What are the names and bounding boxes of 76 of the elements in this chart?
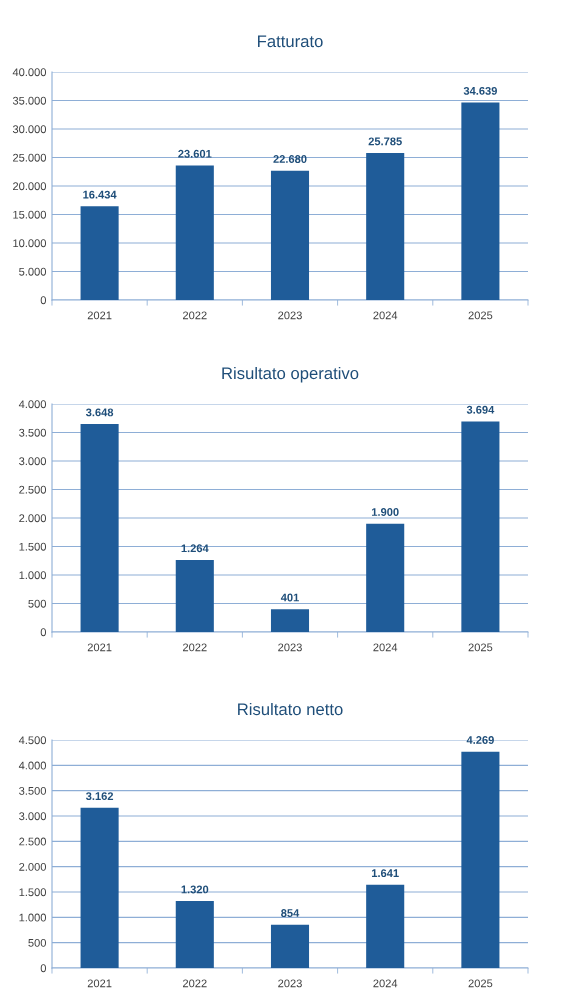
bar xyxy=(175,165,214,300)
y-tick-label: 15.000 xyxy=(13,210,47,219)
x-tick-label: 2025 xyxy=(468,643,493,652)
bar xyxy=(80,206,119,300)
y-tick-label: 20.000 xyxy=(13,182,47,191)
y-tick-label: 1.000 xyxy=(19,571,47,580)
x-tick-label: 2023 xyxy=(278,643,302,652)
x-tick-label: 2021 xyxy=(87,311,112,320)
x-tick-label: 2022 xyxy=(183,643,207,652)
x-tick-label: 2023 xyxy=(278,311,302,320)
data-label: 16.434 xyxy=(83,190,117,199)
data-label: 1.264 xyxy=(181,544,209,553)
data-label: 25.785 xyxy=(368,137,402,146)
bar xyxy=(270,170,310,300)
x-tick-label: 2024 xyxy=(373,311,398,320)
y-tick-label: 40.000 xyxy=(12,68,47,77)
bar xyxy=(175,559,214,632)
data-label: 34.639 xyxy=(463,86,497,95)
data-label: 401 xyxy=(280,593,299,602)
y-tick-label: 10.000 xyxy=(13,239,47,248)
y-tick-label: 0 xyxy=(40,296,47,305)
bar xyxy=(461,421,500,632)
y-tick-label: 2.500 xyxy=(19,485,47,494)
y-tick-label: 3.000 xyxy=(19,812,47,821)
bar xyxy=(175,901,214,968)
x-tick-label: 2023 xyxy=(278,979,302,988)
y-tick-label: 0 xyxy=(40,964,47,973)
x-tick-label: 2024 xyxy=(373,643,398,652)
bar xyxy=(461,102,500,300)
bar xyxy=(366,523,405,632)
bar xyxy=(80,424,119,632)
y-tick-label: 25.000 xyxy=(13,153,47,162)
y-tick-label: 1.000 xyxy=(19,913,47,922)
bar xyxy=(366,884,405,968)
y-tick-label: 2.000 xyxy=(19,862,47,871)
chart-title: Risultato operativo xyxy=(222,366,359,383)
x-tick-label: 2021 xyxy=(87,979,112,988)
x-tick-label: 2025 xyxy=(468,311,493,320)
data-label: 1.900 xyxy=(372,508,399,516)
x-tick-label: 2021 xyxy=(87,643,112,652)
bar xyxy=(270,609,310,632)
data-label: 3.648 xyxy=(85,408,114,417)
data-label: 1.320 xyxy=(181,885,209,894)
chart-title: Fatturato xyxy=(258,35,323,48)
y-tick-label: 500 xyxy=(28,599,47,608)
bar xyxy=(270,924,310,968)
data-label: 22.680 xyxy=(273,155,307,163)
bar xyxy=(80,807,119,968)
bar xyxy=(461,751,500,968)
y-tick-label: 2.500 xyxy=(19,837,47,846)
x-tick-label: 2022 xyxy=(183,979,207,988)
y-tick-label: 4.500 xyxy=(18,736,47,745)
y-tick-label: 4.000 xyxy=(18,400,47,409)
y-tick-label: 1.500 xyxy=(19,542,47,551)
x-tick-label: 2024 xyxy=(373,979,398,988)
y-tick-label: 3.000 xyxy=(19,457,47,466)
x-tick-label: 2025 xyxy=(468,979,493,988)
y-tick-label: 500 xyxy=(28,938,47,947)
y-tick-label: 0 xyxy=(40,628,47,637)
x-tick-label: 2022 xyxy=(183,311,207,320)
data-label: 3.162 xyxy=(85,792,114,801)
y-tick-label: 35.000 xyxy=(12,96,47,105)
y-tick-label: 4.000 xyxy=(18,761,47,770)
y-tick-label: 1.500 xyxy=(19,888,47,897)
y-tick-label: 5.000 xyxy=(19,267,47,276)
y-tick-label: 3.500 xyxy=(19,428,47,437)
bar xyxy=(366,153,405,300)
y-tick-label: 2.000 xyxy=(19,514,47,523)
data-label: 3.694 xyxy=(466,405,495,414)
y-tick-label: 30.000 xyxy=(12,125,47,134)
data-label: 854 xyxy=(281,909,300,917)
data-label: 4.269 xyxy=(466,736,494,744)
chart-title: Risultato netto xyxy=(238,702,343,716)
data-label: 1.641 xyxy=(372,869,399,878)
y-tick-label: 3.500 xyxy=(19,786,47,795)
data-label: 23.601 xyxy=(178,149,212,158)
